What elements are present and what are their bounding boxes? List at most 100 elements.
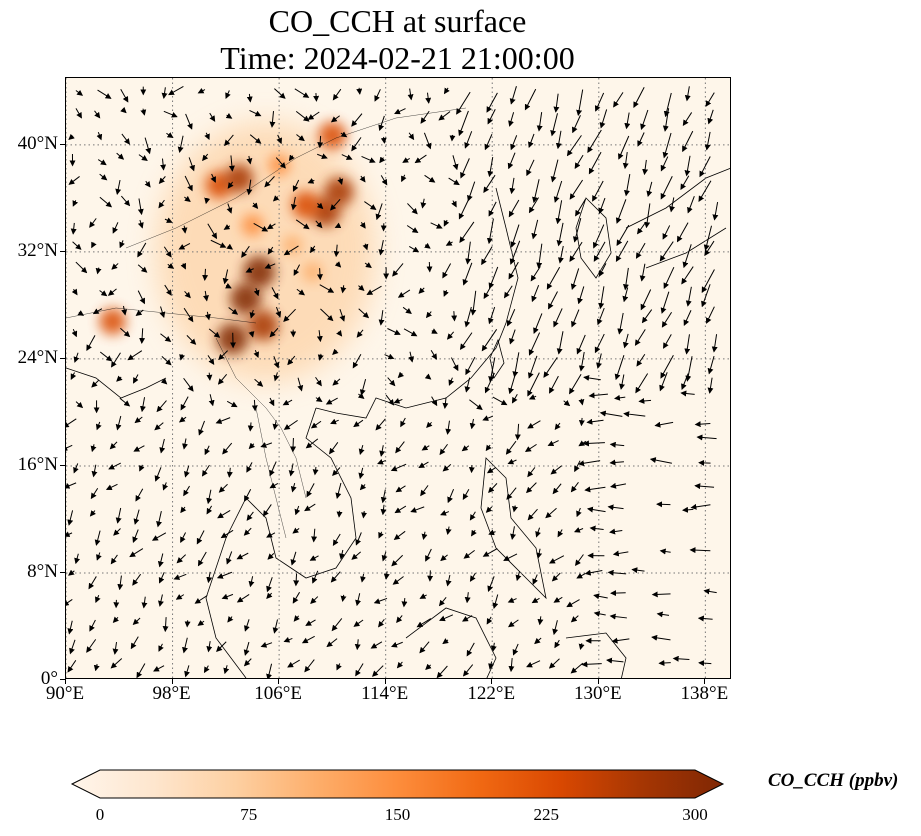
wind-arrow (272, 619, 279, 634)
wind-arrow (574, 554, 584, 567)
wind-arrow (532, 179, 540, 204)
wind-arrow (137, 290, 145, 305)
wind-arrow (144, 180, 151, 188)
wind-arrow (110, 658, 123, 669)
lon-tick-label: 90°E (45, 683, 85, 704)
wind-arrow (245, 267, 254, 273)
wind-arrow (381, 551, 388, 562)
wind-arrow (425, 548, 432, 562)
wind-arrow (204, 197, 211, 205)
wind-arrow (116, 152, 125, 160)
wind-arrow (163, 110, 178, 118)
wind-arrow (139, 464, 145, 472)
wind-arrow (132, 573, 142, 586)
wind-arrow (110, 554, 118, 565)
wind-arrow (570, 268, 580, 291)
wind-arrow (88, 576, 97, 590)
wind-arrow (275, 157, 286, 169)
wind-arrow (337, 177, 344, 185)
wind-arrow (507, 597, 517, 603)
wind-arrow (659, 372, 668, 392)
wind-arrow (536, 548, 543, 559)
wind-arrow (545, 507, 557, 519)
wind-arrow (319, 284, 335, 293)
wind-arrow (180, 262, 186, 270)
lat-tick-label: 40°N (17, 132, 58, 154)
wind-arrow (681, 266, 694, 285)
wind-arrow (576, 573, 586, 579)
wind-arrow (86, 335, 96, 351)
wind-arrow (340, 594, 347, 602)
wind-arrow (89, 510, 97, 517)
wind-arrow (71, 328, 78, 338)
wind-arrow (99, 196, 113, 208)
wind-arrow (442, 638, 449, 645)
wind-arrow (249, 134, 262, 144)
wind-arrow (93, 663, 100, 672)
wind-arrow (139, 328, 146, 344)
wind-arrow (358, 444, 365, 456)
wind-arrow (705, 306, 715, 324)
wind-arrow (160, 158, 167, 171)
wind-arrow (443, 219, 450, 227)
lon-tick-label: 138°E (680, 683, 729, 704)
wind-arrow (588, 151, 602, 175)
wind-arrow (470, 290, 477, 316)
wind-arrow (505, 440, 517, 455)
colorbar-tick-label: 225 (533, 805, 560, 824)
wind-arrow (573, 527, 584, 533)
wind-arrow (66, 531, 73, 537)
wind-arrow (639, 263, 646, 282)
wind-arrow (526, 660, 541, 668)
wind-arrow (488, 483, 498, 494)
wind-arrow (554, 422, 561, 431)
wind-arrow (421, 531, 428, 541)
wind-arrow (609, 441, 625, 448)
wind-arrow (86, 639, 97, 653)
wind-arrow (531, 285, 540, 303)
wind-arrow (408, 132, 415, 141)
wind-arrow (552, 620, 559, 636)
wind-arrow (267, 553, 275, 560)
wind-arrow (156, 400, 167, 413)
wind-arrow (704, 240, 715, 257)
wind-arrow (336, 663, 342, 671)
wind-arrow (633, 87, 645, 108)
wind-arrow (68, 133, 75, 141)
wind-arrow (283, 636, 293, 643)
wind-arrow (598, 263, 607, 277)
wind-arrow (184, 620, 191, 628)
wind-arrow (197, 87, 206, 94)
wind-arrow (290, 483, 297, 493)
wind-arrow (637, 221, 647, 235)
wind-arrow (584, 486, 606, 493)
wind-arrow (117, 575, 124, 591)
wind-arrow (557, 245, 564, 264)
wind-arrow (325, 397, 338, 405)
wind-arrow (127, 350, 143, 361)
co-hotspot (324, 177, 354, 207)
wind-arrow (307, 111, 320, 120)
wind-arrow (644, 203, 651, 229)
wind-arrow (549, 375, 559, 394)
wind-arrow (612, 550, 629, 557)
wind-arrow (341, 154, 353, 160)
wind-arrow (623, 173, 631, 197)
wind-arrow (384, 353, 395, 360)
wind-arrow (137, 198, 144, 216)
wind-arrow (681, 506, 694, 513)
wind-arrow (697, 615, 713, 622)
wind-arrow (614, 394, 626, 401)
wind-arrow (481, 246, 493, 266)
wind-arrow (160, 333, 172, 343)
co-hotspot (99, 308, 126, 335)
wind-arrow (682, 112, 693, 127)
wind-arrow (669, 197, 676, 213)
wind-arrow (445, 240, 453, 246)
wind-arrow (184, 195, 191, 202)
wind-arrow (379, 156, 386, 164)
wind-arrow (330, 115, 340, 123)
wind-arrow (66, 418, 77, 428)
wind-arrow (180, 532, 187, 543)
wind-arrow (425, 92, 432, 104)
